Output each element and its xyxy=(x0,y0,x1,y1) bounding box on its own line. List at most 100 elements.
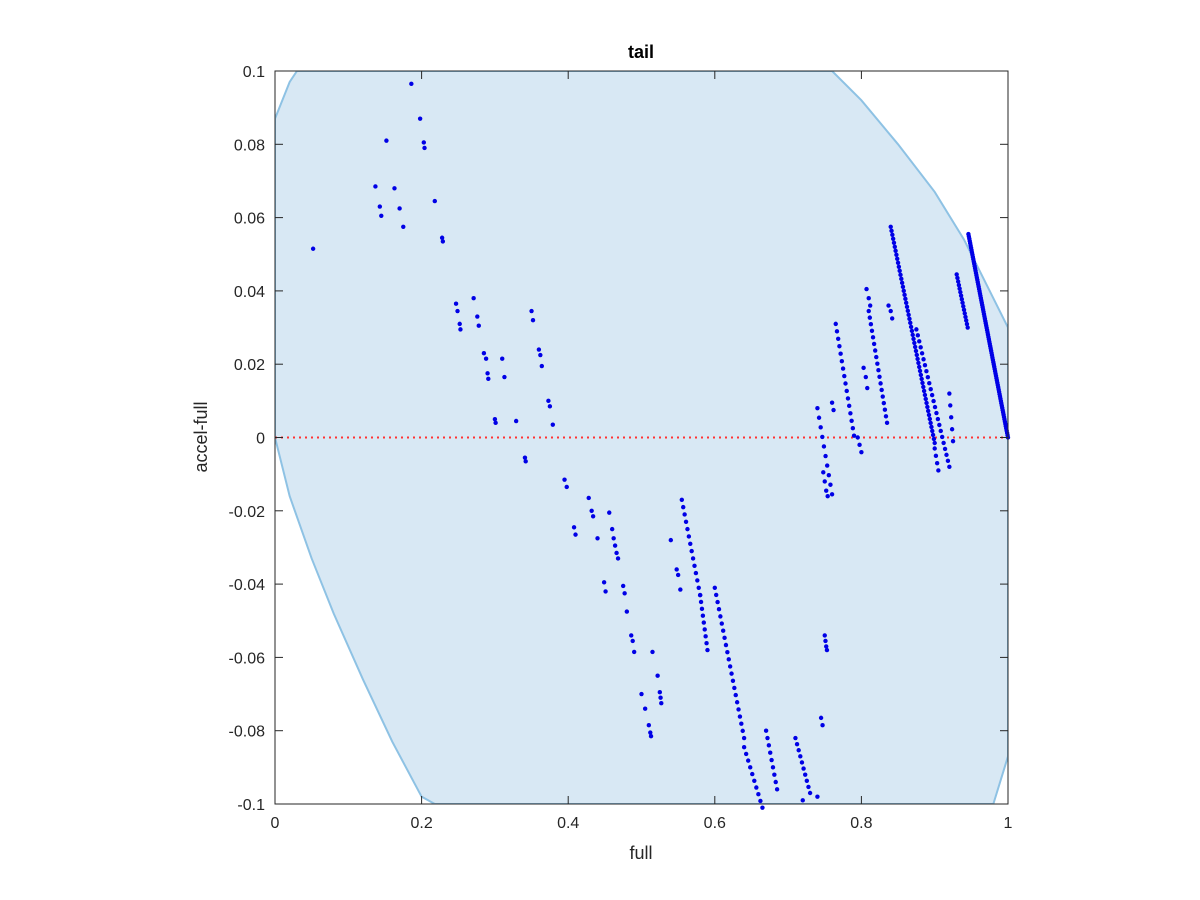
data-point xyxy=(397,206,402,211)
data-point xyxy=(910,332,915,338)
data-point xyxy=(674,567,679,572)
data-point xyxy=(801,766,806,771)
data-point xyxy=(888,308,893,314)
data-point xyxy=(417,116,423,121)
data-point xyxy=(837,344,842,349)
data-point xyxy=(932,446,937,451)
data-point xyxy=(961,304,966,309)
data-point xyxy=(900,284,906,290)
data-point xyxy=(681,504,686,510)
data-point xyxy=(848,411,853,416)
data-point xyxy=(704,640,709,646)
data-point xyxy=(440,239,446,244)
x-tick-label: 0 xyxy=(271,815,280,832)
data-point xyxy=(828,482,833,487)
data-point xyxy=(956,282,962,288)
data-point xyxy=(872,348,878,353)
data-point xyxy=(646,723,652,728)
data-point xyxy=(903,296,908,302)
data-point xyxy=(485,371,490,376)
data-point xyxy=(475,314,480,319)
data-point xyxy=(892,244,897,249)
data-point xyxy=(439,235,445,240)
data-point xyxy=(965,325,970,330)
data-point xyxy=(712,585,717,590)
data-point xyxy=(928,420,933,426)
data-point xyxy=(824,644,829,649)
data-point xyxy=(824,488,829,493)
data-point xyxy=(955,279,961,284)
data-point xyxy=(796,748,801,753)
data-point xyxy=(915,333,921,338)
data-point xyxy=(615,556,621,561)
data-point xyxy=(586,495,591,501)
data-point xyxy=(924,369,929,374)
data-point xyxy=(722,635,727,641)
data-point xyxy=(739,721,744,726)
data-point xyxy=(947,464,952,470)
data-point xyxy=(922,392,928,398)
data-point xyxy=(743,751,749,757)
data-point xyxy=(839,358,845,364)
data-point xyxy=(960,300,965,305)
data-point xyxy=(935,416,941,422)
y-tick-label: 0.1 xyxy=(243,64,265,81)
plot-area xyxy=(275,71,1011,810)
data-point xyxy=(918,345,923,350)
data-point xyxy=(720,628,726,633)
data-point xyxy=(826,472,832,478)
data-point xyxy=(878,381,883,386)
data-point xyxy=(603,589,608,594)
data-point xyxy=(919,376,924,382)
data-point xyxy=(875,361,880,366)
data-point xyxy=(513,418,519,424)
data-point xyxy=(611,536,616,541)
data-point xyxy=(857,442,862,448)
data-point xyxy=(931,436,937,442)
data-point xyxy=(453,301,459,306)
y-tick-label: -0.02 xyxy=(229,504,266,521)
data-point xyxy=(683,519,689,524)
data-point xyxy=(703,634,708,639)
data-point xyxy=(807,790,813,796)
data-point xyxy=(804,778,810,783)
data-point xyxy=(698,599,704,605)
data-point xyxy=(818,425,823,430)
data-point xyxy=(595,536,600,541)
data-point xyxy=(961,307,967,313)
data-point xyxy=(668,537,674,543)
data-point xyxy=(824,463,830,468)
data-point xyxy=(842,373,847,379)
data-point xyxy=(927,416,933,422)
data-point xyxy=(768,750,773,755)
data-point xyxy=(648,733,654,739)
data-point xyxy=(871,341,877,347)
y-tick-label: 0 xyxy=(256,431,265,448)
data-point xyxy=(752,778,757,783)
data-point xyxy=(849,418,854,423)
data-point xyxy=(876,368,881,373)
data-point xyxy=(624,609,630,614)
data-point xyxy=(614,550,619,556)
data-point xyxy=(690,556,696,561)
data-point xyxy=(492,416,498,422)
data-point xyxy=(899,276,904,282)
data-point xyxy=(601,580,607,585)
data-point xyxy=(942,446,948,452)
data-point xyxy=(930,432,936,438)
data-point xyxy=(773,779,778,785)
data-point xyxy=(889,228,894,233)
data-point xyxy=(650,649,655,655)
data-point xyxy=(716,607,722,612)
data-point xyxy=(919,351,925,356)
data-point xyxy=(929,392,935,398)
data-point xyxy=(906,312,911,318)
data-point xyxy=(950,438,956,444)
data-point xyxy=(845,396,851,401)
data-point xyxy=(829,400,835,405)
data-point xyxy=(688,541,693,546)
data-point xyxy=(799,760,805,765)
data-point xyxy=(918,372,924,378)
data-point xyxy=(815,405,820,411)
data-point xyxy=(959,297,965,302)
